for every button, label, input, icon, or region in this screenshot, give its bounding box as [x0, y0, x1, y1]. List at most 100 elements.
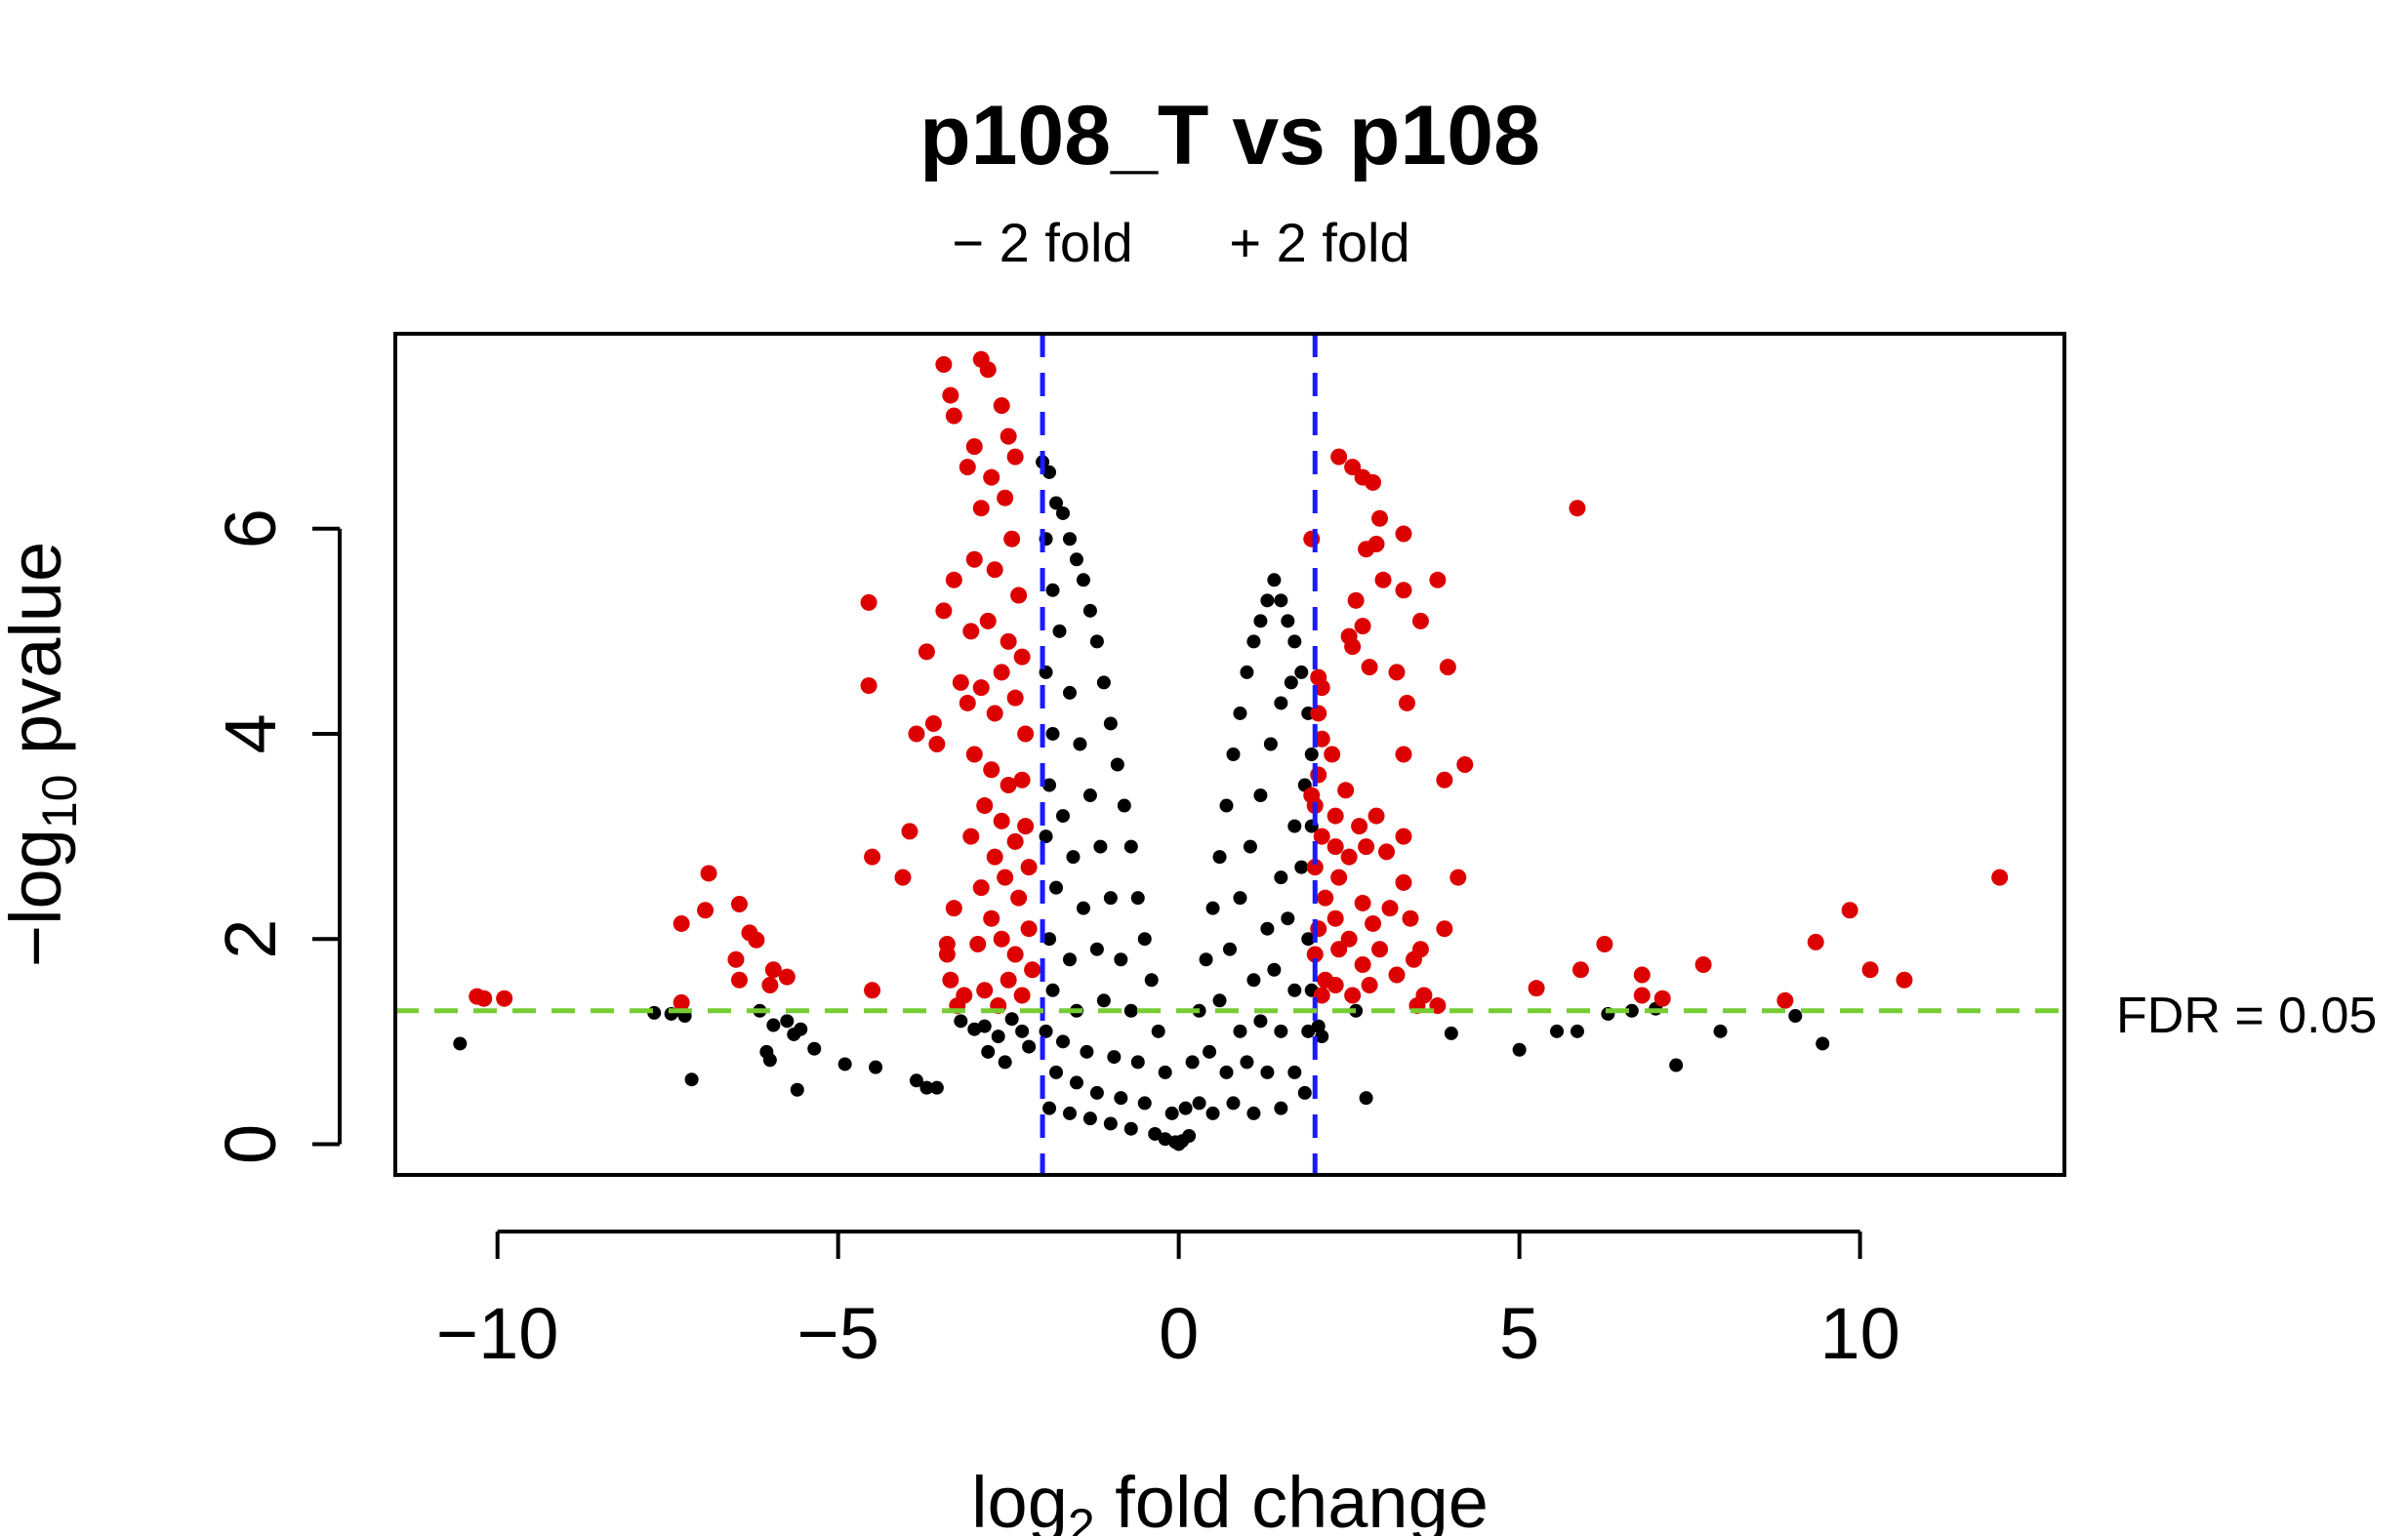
- point-significant: [976, 982, 994, 999]
- point-not-significant: [1205, 901, 1220, 915]
- point-not-significant: [1148, 1126, 1163, 1141]
- fold-label-negative: − 2 fold: [952, 212, 1132, 273]
- point-significant: [1354, 618, 1371, 635]
- point-not-significant: [1315, 1030, 1329, 1044]
- point-significant: [1313, 730, 1330, 748]
- point-not-significant: [1219, 1065, 1234, 1079]
- point-not-significant: [1107, 1050, 1122, 1065]
- point-significant: [1347, 591, 1365, 609]
- x-tick-label: 5: [1499, 1293, 1539, 1374]
- point-not-significant: [1130, 891, 1145, 906]
- point-significant: [761, 977, 779, 994]
- point-not-significant: [1287, 634, 1302, 649]
- point-not-significant: [1039, 1024, 1053, 1038]
- point-not-significant: [1158, 1065, 1172, 1079]
- point-significant: [993, 930, 1010, 948]
- point-not-significant: [1096, 993, 1111, 1008]
- point-not-significant: [977, 1019, 992, 1033]
- point-not-significant: [1103, 1116, 1118, 1131]
- point-not-significant: [1042, 1101, 1057, 1115]
- point-not-significant: [1281, 911, 1295, 926]
- point-significant: [697, 902, 714, 919]
- point-significant: [1000, 632, 1017, 650]
- point-significant: [1395, 746, 1412, 763]
- point-significant: [1395, 828, 1412, 845]
- point-not-significant: [1056, 809, 1070, 824]
- point-significant: [1861, 961, 1879, 979]
- point-significant: [1000, 971, 1017, 989]
- point-significant: [972, 500, 990, 517]
- point-not-significant: [1212, 993, 1227, 1008]
- point-significant: [1330, 448, 1348, 465]
- point-not-significant: [794, 1022, 808, 1036]
- point-significant: [1388, 664, 1406, 681]
- point-not-significant: [1294, 860, 1309, 874]
- point-significant: [928, 735, 946, 752]
- point-not-significant: [1069, 1075, 1083, 1090]
- fdr-label: FDR = 0.05: [2116, 988, 2377, 1044]
- point-not-significant: [1788, 1009, 1803, 1024]
- point-not-significant: [1253, 1014, 1268, 1029]
- point-significant: [860, 677, 877, 695]
- point-significant: [1000, 777, 1017, 794]
- point-not-significant: [1082, 1112, 1097, 1126]
- y-tick-label: 4: [210, 713, 291, 753]
- point-significant: [1429, 571, 1447, 588]
- point-not-significant: [1233, 1024, 1247, 1038]
- point-not-significant: [981, 1044, 996, 1059]
- point-not-significant: [1114, 952, 1128, 967]
- point-not-significant: [1199, 952, 1213, 967]
- point-significant: [945, 900, 962, 917]
- x-tick-label: 10: [1819, 1293, 1899, 1374]
- y-axis-title: −log10 pvalue: [0, 542, 87, 967]
- point-significant: [956, 987, 973, 1004]
- point-significant: [730, 895, 748, 912]
- point-not-significant: [1297, 1085, 1312, 1100]
- point-significant: [1306, 859, 1324, 876]
- point-not-significant: [1274, 593, 1288, 608]
- points-not-significant: [453, 455, 1830, 1152]
- point-not-significant: [1260, 593, 1275, 608]
- point-significant: [1436, 771, 1453, 788]
- point-not-significant: [1015, 1024, 1030, 1038]
- point-significant: [1013, 987, 1031, 1004]
- x-tick-label: −5: [796, 1293, 878, 1374]
- point-significant: [1358, 838, 1375, 856]
- point-significant: [1340, 930, 1358, 948]
- point-significant: [1388, 966, 1406, 984]
- point-significant: [1841, 902, 1858, 919]
- point-not-significant: [1045, 583, 1060, 597]
- point-significant: [1633, 966, 1651, 984]
- point-significant: [986, 848, 1003, 866]
- point-not-significant: [1359, 1091, 1373, 1106]
- point-significant: [1006, 689, 1024, 707]
- point-significant: [1354, 894, 1371, 911]
- point-significant: [1000, 427, 1017, 445]
- point-not-significant: [1178, 1101, 1193, 1115]
- point-significant: [1374, 571, 1392, 588]
- point-significant: [962, 828, 980, 845]
- point-not-significant: [1223, 942, 1237, 956]
- point-significant: [1013, 648, 1031, 666]
- point-significant: [965, 438, 983, 456]
- y-tick-label: 2: [210, 919, 291, 959]
- point-not-significant: [1049, 880, 1064, 895]
- point-significant: [864, 982, 881, 999]
- point-significant: [969, 935, 987, 952]
- point-significant: [496, 990, 513, 1007]
- point-not-significant: [1062, 685, 1077, 700]
- point-significant: [942, 386, 959, 404]
- point-not-significant: [762, 1053, 777, 1068]
- point-significant: [997, 869, 1014, 886]
- point-not-significant: [1082, 603, 1097, 618]
- point-significant: [1378, 843, 1396, 861]
- point-not-significant: [1267, 573, 1282, 587]
- point-significant: [778, 968, 796, 986]
- point-significant: [673, 914, 690, 932]
- point-not-significant: [1123, 1121, 1138, 1136]
- point-not-significant: [1240, 665, 1254, 679]
- point-significant: [1807, 933, 1824, 950]
- x-tick-label: −10: [436, 1293, 559, 1374]
- point-significant: [945, 407, 962, 424]
